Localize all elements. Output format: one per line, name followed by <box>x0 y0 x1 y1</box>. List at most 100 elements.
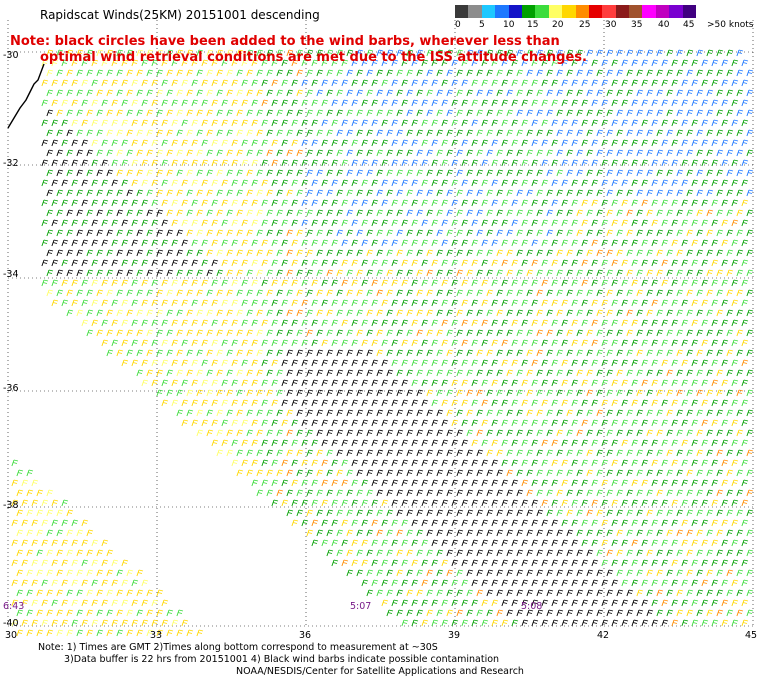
wind-barb <box>516 109 524 117</box>
wind-barb <box>141 319 149 327</box>
wind-barb <box>476 429 484 437</box>
wind-barb <box>291 119 299 127</box>
wind-barb <box>596 349 604 357</box>
wind-barb <box>521 439 529 447</box>
wind-barb <box>196 369 204 377</box>
wind-barb <box>256 349 264 357</box>
wind-barb <box>246 309 254 317</box>
wind-barb <box>431 399 439 407</box>
wind-barb <box>76 309 84 317</box>
wind-barb <box>716 309 724 317</box>
wind-barb <box>731 359 739 367</box>
wind-barb <box>391 139 399 147</box>
wind-barb <box>91 159 99 167</box>
wind-barb <box>336 189 344 197</box>
wind-barb <box>586 69 594 77</box>
wind-barb <box>206 289 214 297</box>
wind-barb <box>196 209 204 217</box>
wind-barb <box>706 469 714 477</box>
wind-barb <box>76 189 84 197</box>
wind-barb <box>256 329 264 337</box>
wind-barb <box>511 599 519 607</box>
wind-barb <box>351 259 359 267</box>
wind-barb <box>291 499 299 507</box>
wind-barb <box>691 539 699 547</box>
wind-barb <box>651 319 659 327</box>
wind-barb <box>111 219 119 227</box>
wind-barb <box>656 89 664 97</box>
wind-barb <box>701 299 709 307</box>
wind-barb <box>516 409 524 417</box>
wind-barb <box>381 599 389 607</box>
wind-barb <box>266 149 274 157</box>
wind-barb <box>711 199 719 207</box>
wind-barb <box>736 129 744 137</box>
wind-barb <box>606 69 614 77</box>
wind-barb <box>471 239 479 247</box>
wind-barb <box>721 539 729 547</box>
wind-barb <box>541 339 549 347</box>
wind-barb <box>591 259 599 267</box>
wind-barb <box>536 229 544 237</box>
wind-barb <box>521 379 529 387</box>
wind-barb <box>531 279 539 287</box>
wind-barb <box>531 619 539 627</box>
wind-barb <box>226 49 234 57</box>
wind-barb <box>451 199 459 207</box>
wind-barb <box>186 369 194 377</box>
wind-barb <box>586 509 594 517</box>
wind-barb <box>571 539 579 547</box>
wind-barb <box>201 79 209 87</box>
wind-barb <box>651 359 659 367</box>
wind-barb <box>466 349 474 357</box>
wind-barb <box>331 319 339 327</box>
wind-barb <box>591 139 599 147</box>
wind-barb <box>501 219 509 227</box>
wind-barb <box>386 549 394 557</box>
wind-barb <box>506 609 514 617</box>
wind-barb <box>336 369 344 377</box>
wind-barb <box>581 279 589 287</box>
wind-barb <box>491 319 499 327</box>
wind-barb <box>486 89 494 97</box>
wind-barb <box>641 119 649 127</box>
wind-barb <box>336 209 344 217</box>
wind-barb <box>131 59 139 67</box>
wind-barb <box>661 299 669 307</box>
wind-barb <box>546 229 554 237</box>
wind-barb <box>131 599 139 607</box>
wind-barb <box>651 599 659 607</box>
wind-barb <box>351 519 359 527</box>
wind-barb <box>646 129 654 137</box>
wind-barb <box>476 229 484 237</box>
wind-barb <box>721 379 729 387</box>
wind-barb <box>371 99 379 107</box>
wind-barb <box>151 179 159 187</box>
wind-barb <box>556 289 564 297</box>
wind-barb <box>126 69 134 77</box>
wind-barb <box>671 59 679 67</box>
wind-barb <box>706 609 714 617</box>
wind-barb <box>401 139 409 147</box>
wind-barb <box>311 319 319 327</box>
wind-barb <box>251 339 259 347</box>
wind-barb <box>466 509 474 517</box>
wind-barb <box>456 429 464 437</box>
wind-barb <box>666 89 674 97</box>
wind-barb <box>146 149 154 157</box>
wind-barb <box>536 589 544 597</box>
wind-barb <box>636 549 644 557</box>
wind-barb <box>21 559 29 567</box>
wind-barb <box>321 519 329 527</box>
wind-barb <box>416 309 424 317</box>
wind-barb <box>611 579 619 587</box>
wind-barb <box>266 469 274 477</box>
wind-barb <box>96 609 104 617</box>
wind-barb <box>416 249 424 257</box>
wind-barb <box>446 349 454 357</box>
wind-barb <box>296 189 304 197</box>
wind-barb <box>591 359 599 367</box>
wind-barb <box>571 559 579 567</box>
wind-barb <box>446 169 454 177</box>
wind-barb <box>76 69 84 77</box>
